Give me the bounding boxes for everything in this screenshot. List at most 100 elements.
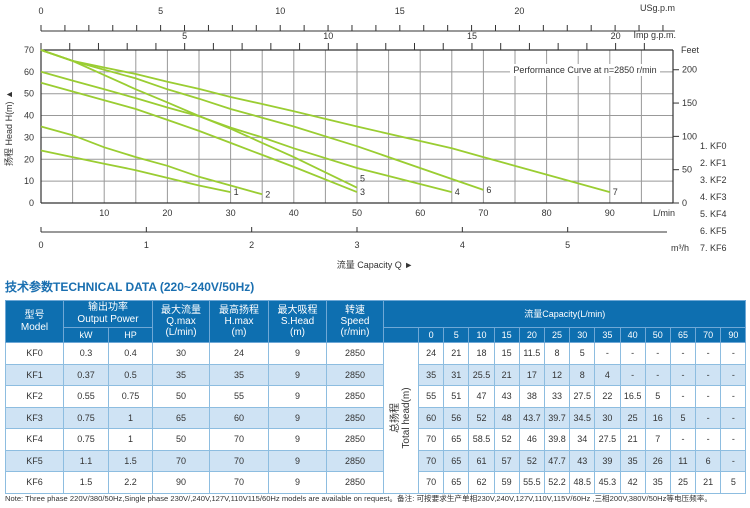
cell-head-value: 5 (669, 406, 697, 429)
cell-model: KF4 (5, 428, 64, 451)
cell-head-value: - (669, 342, 697, 365)
total-head-label: 总扬程 Total head(m) (390, 387, 412, 449)
x-tick-label: 40 (289, 208, 299, 218)
cell-qmax: 35 (152, 363, 210, 386)
feet-tick-label: 0 (682, 198, 687, 208)
curve-7 (40, 49, 611, 193)
table-row: KF3 0.75 1 65 60 9 2850 60 56 52 48 43.7 39.7 34.5 30 2… (5, 406, 747, 429)
x-tick-label: 20 (162, 208, 172, 218)
cell-head-value: 27.5 (594, 428, 621, 451)
legend-item: 3. KF2 (700, 175, 727, 185)
cell-head-value: 52 (518, 449, 545, 472)
total-head-label-cell: 总扬程 Total head(m) (383, 342, 419, 494)
technical-data-table: 型号 Model 输出功率 Output Power 最大流量 Q.max (L… (5, 300, 747, 494)
cell-head-value: 11 (669, 449, 697, 472)
cell-head-value: - (720, 406, 747, 429)
cell-hmax: 60 (209, 406, 269, 429)
cell-head-value: 42 (619, 471, 646, 494)
header-output-power: 输出功率 Output Power (63, 300, 153, 328)
cell-head-value: 24 (417, 342, 445, 365)
header-capacity-col: 30 (569, 327, 596, 343)
cell-head-value: 35 (417, 363, 445, 386)
header-capacity-col: 50 (644, 327, 671, 343)
table-row: KF6 1.5 2.2 90 70 9 2850 70 65 62 59 55.5 52.2 48.5 45… (5, 471, 747, 494)
usgpm-tick-label: 0 (38, 6, 43, 16)
cell-model: KF3 (5, 406, 64, 429)
cell-model: KF6 (5, 471, 64, 494)
y-tick-label: 10 (24, 176, 34, 186)
cell-head-value: 38 (518, 385, 545, 408)
x-tick-label: 90 (605, 208, 615, 218)
cell-head-value: 65 (443, 471, 470, 494)
header-capacity-col: 90 (720, 327, 747, 343)
cell-head-value: 34 (569, 428, 596, 451)
usgpm-tick-label: 5 (158, 6, 163, 16)
header-capacity-col: 20 (518, 327, 545, 343)
cell-hmax: 55 (209, 385, 269, 408)
cell-kw: 1.5 (63, 471, 109, 494)
cell-head-value: 57 (493, 449, 520, 472)
y-tick-label: 0 (29, 198, 34, 208)
technical-data-title: 技术参数TECHNICAL DATA (220~240V/50Hz) (5, 280, 255, 294)
cell-head-value: 70 (417, 428, 445, 451)
header-model: 型号 Model (5, 300, 64, 343)
curve-4 (40, 70, 453, 193)
m3h-tick-label: 5 (565, 240, 570, 250)
feet-axis-label: Feet (681, 45, 700, 55)
table-row: KF1 0.37 0.5 35 35 9 2850 35 31 25.5 21 17 12 8 4- - - - - (5, 363, 747, 386)
cell-head-value: - (619, 363, 646, 386)
cell-head-value: - (695, 406, 722, 429)
cell-head-value: 17 (518, 363, 545, 386)
curve-5 (40, 49, 358, 189)
cell-head-value: 35 (644, 471, 671, 494)
cell-head-value: 33 (543, 385, 571, 408)
header-qmax: 最大流量 Q.max (L/min) (152, 300, 210, 343)
cell-head-value: 15 (493, 342, 520, 365)
cell-kw: 0.75 (63, 406, 109, 429)
cell-head-value: 65 (443, 449, 470, 472)
header-capacity: 流量Capacity(L/min) (382, 300, 747, 328)
curve-1 (40, 149, 231, 193)
legend-item: 5. KF4 (700, 209, 727, 219)
cell-head-value: 21 (493, 363, 520, 386)
cell-kw: 0.3 (63, 342, 109, 365)
legend-item: 2. KF1 (700, 158, 727, 168)
cell-head-value: 12 (543, 363, 571, 386)
curve-3 (40, 81, 358, 193)
cell-head-value: 7 (644, 428, 671, 451)
y-tick-label: 30 (24, 132, 34, 142)
cell-qmax: 50 (152, 385, 210, 408)
cell-head-value: 27.5 (569, 385, 596, 408)
header-capacity-col: 40 (619, 327, 646, 343)
cell-shead: 9 (268, 342, 327, 365)
x-unit-label: L/min (653, 208, 675, 218)
cell-qmax: 50 (152, 428, 210, 451)
y-axis-title: 扬程 Head H(m) ▲ (3, 90, 14, 166)
cell-head-value: 48.5 (569, 471, 596, 494)
x-tick-label: 10 (99, 208, 109, 218)
cell-speed: 2850 (326, 342, 384, 365)
cell-head-value: - (695, 428, 722, 451)
cell-shead: 9 (268, 471, 327, 494)
y-tick-label: 20 (24, 154, 34, 164)
cell-head-value: - (669, 363, 697, 386)
cell-head-value: - (619, 342, 646, 365)
cell-head-value: 70 (417, 471, 445, 494)
curve-label-3: 3 (360, 187, 365, 197)
cell-shead: 9 (268, 385, 327, 408)
cell-hp: 0.75 (108, 385, 153, 408)
y-tick-label: 50 (24, 89, 34, 99)
header-capacity-col: 25 (543, 327, 571, 343)
m3h-tick-label: 2 (249, 240, 254, 250)
cell-speed: 2850 (326, 406, 384, 429)
cell-qmax: 65 (152, 406, 210, 429)
impgpm-axis-label: Imp g.p.m. (633, 30, 676, 40)
cell-head-value: 60 (417, 406, 445, 429)
cell-head-value: - (669, 428, 697, 451)
cell-head-value: 58.5 (468, 428, 495, 451)
cell-head-value: 6 (695, 449, 722, 472)
cell-hmax: 70 (209, 471, 269, 494)
cell-head-value: 21 (619, 428, 646, 451)
cell-kw: 1.1 (63, 449, 109, 472)
cell-head-value: 16 (644, 406, 671, 429)
